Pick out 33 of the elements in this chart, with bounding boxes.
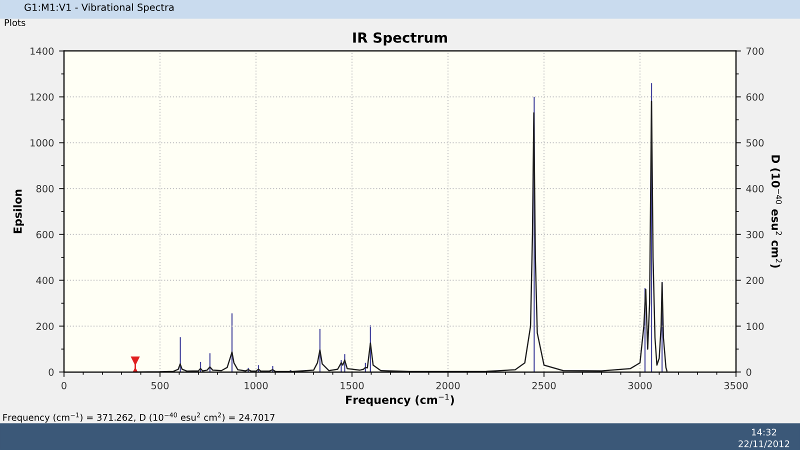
y-tick-label: 400 [36, 276, 54, 284]
y2-tick-label: 200 [746, 276, 764, 284]
y2-tick-label: 100 [746, 322, 764, 330]
y-tick-label: 0 [48, 368, 54, 376]
y-axis-title: Epsilon [13, 190, 24, 234]
y-tick-label: 600 [36, 230, 54, 238]
y-tick-label: 1200 [30, 93, 54, 101]
x-tick-label: 3500 [724, 382, 748, 390]
text: 22/11/2012 [738, 440, 790, 448]
x-tick-label: 1000 [244, 382, 268, 390]
y-tick-label: 800 [36, 185, 54, 192]
x-tick-label: 2500 [532, 382, 556, 390]
x-tick-label: 3000 [628, 382, 652, 390]
y2-tick-label: 400 [746, 185, 764, 192]
text: Plots [4, 19, 26, 26]
x-tick-label: 2000 [436, 382, 460, 390]
y2-tick-label: 700 [746, 47, 764, 55]
y2-tick-label: 0 [746, 368, 752, 376]
x-tick-label: 1500 [340, 382, 364, 390]
y-tick-label: 1000 [30, 139, 54, 147]
text: Frequency (cm$^{−1}$) = 371.262, D (10$^{−40}$ esu$^{2}$ cm$^{2}$) = 24.7017 [3, 412, 274, 423]
y2-tick-label: 600 [746, 93, 764, 101]
y2-tick-label: 500 [746, 139, 764, 147]
x-axis-title: Frequency (cm$^{−1}$) [346, 394, 454, 406]
y-tick-label: 1400 [30, 47, 54, 55]
chart-title: IR Spectrum [353, 32, 447, 46]
y2-tick-label: 300 [746, 230, 764, 238]
x-tick-label: 500 [151, 382, 169, 390]
text: 14:32 [752, 428, 776, 436]
x-tick-label: 0 [62, 382, 66, 390]
y2-axis-title: D (10$^{−40}$ esu$^{2}$ cm$^{2}$) [770, 155, 782, 268]
text: G1:M1:V1 - Vibrational Spectra [24, 3, 174, 13]
y-tick-label: 200 [36, 322, 54, 330]
